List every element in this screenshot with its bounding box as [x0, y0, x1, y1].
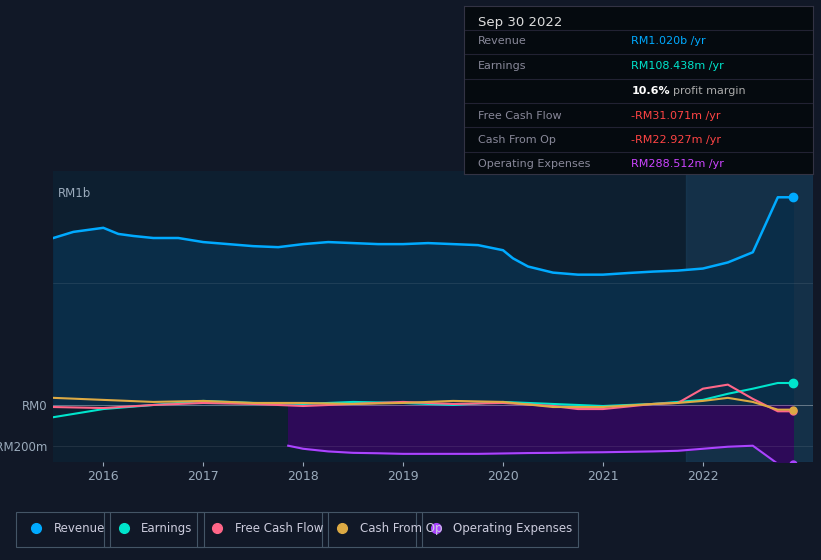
Text: RM1b: RM1b [58, 187, 92, 200]
Text: Free Cash Flow: Free Cash Flow [478, 111, 562, 120]
Text: Earnings: Earnings [141, 522, 193, 535]
Bar [686, 171, 813, 462]
Text: Revenue: Revenue [478, 36, 526, 46]
Text: Cash From Op: Cash From Op [360, 522, 442, 535]
Text: Earnings: Earnings [478, 61, 526, 71]
Text: -RM22.927m /yr: -RM22.927m /yr [631, 135, 722, 145]
Text: Sep 30 2022: Sep 30 2022 [478, 16, 562, 29]
Text: Free Cash Flow: Free Cash Flow [235, 522, 323, 535]
Text: RM108.438m /yr: RM108.438m /yr [631, 61, 724, 71]
Text: RM288.512m /yr: RM288.512m /yr [631, 158, 724, 169]
Text: Cash From Op: Cash From Op [478, 135, 556, 145]
Text: RM1.020b /yr: RM1.020b /yr [631, 36, 706, 46]
Text: Operating Expenses: Operating Expenses [453, 522, 572, 535]
Text: 10.6%: 10.6% [631, 86, 670, 96]
Text: profit margin: profit margin [673, 86, 745, 96]
Text: -RM31.071m /yr: -RM31.071m /yr [631, 111, 721, 120]
Text: Revenue: Revenue [54, 522, 105, 535]
Text: Operating Expenses: Operating Expenses [478, 158, 590, 169]
